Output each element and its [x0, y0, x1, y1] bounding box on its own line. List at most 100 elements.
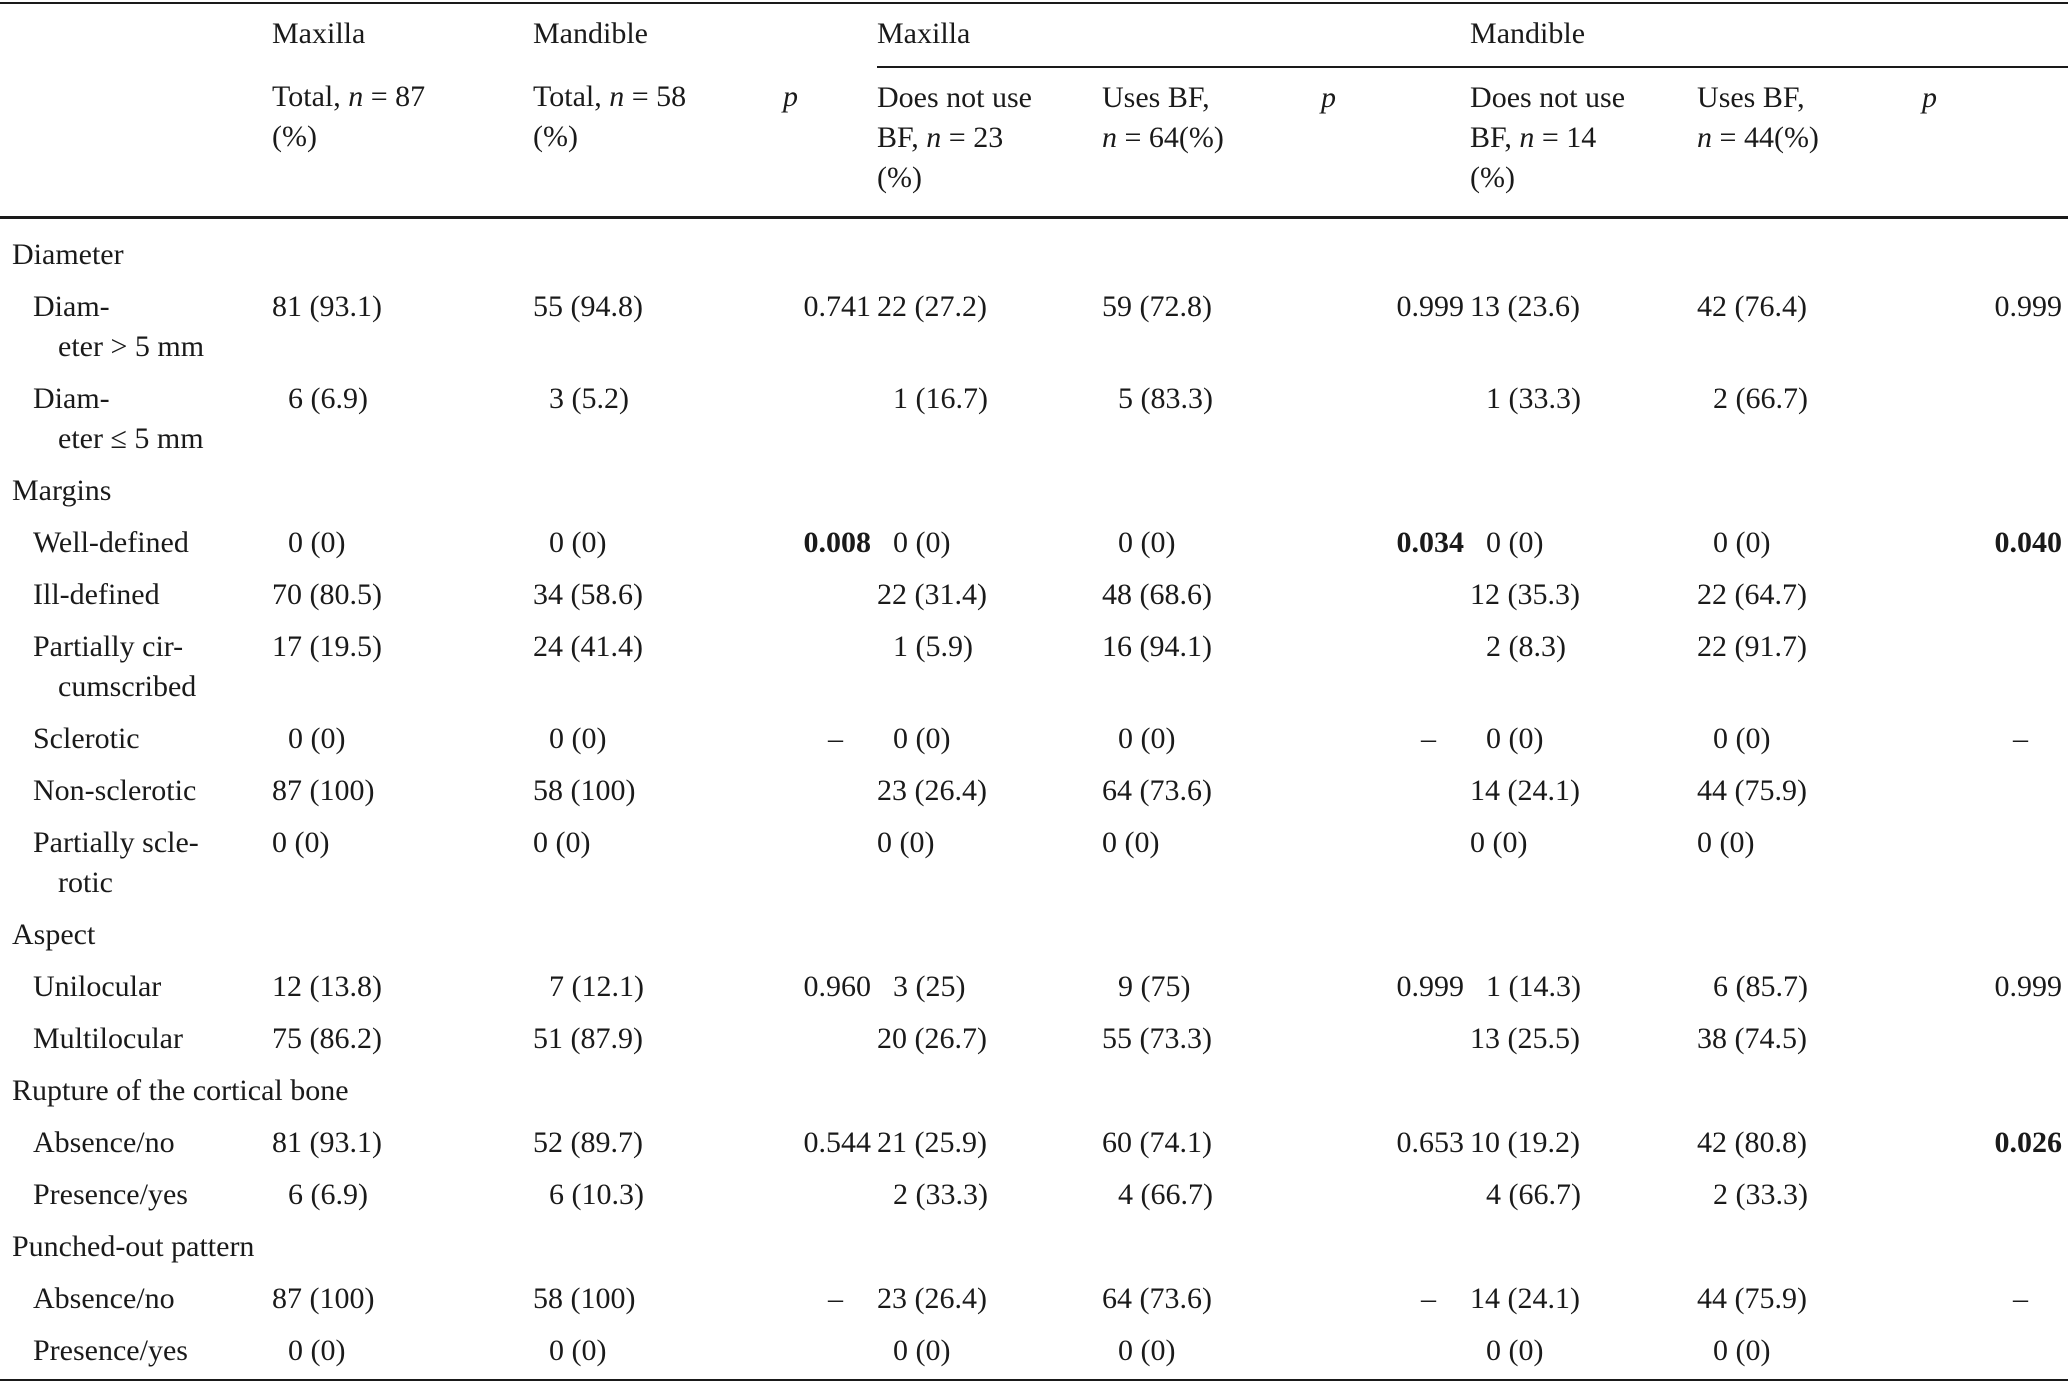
table-row: Multilocular 75 (86.2) 51 (87.9) 20 (26.7) 5…: [0, 1007, 2068, 1059]
col-p-mandible: p: [1902, 67, 2068, 219]
p-value-cell: –: [828, 1282, 843, 1315]
table-row: Ill-defined 70 (80.5) 34 (58.6) 22 (31.4) 48…: [0, 563, 2068, 615]
row-label: Diam-eter > 5 mm: [33, 290, 205, 363]
table-row: Absence/no 87 (100) 58 (100) – 23 (26.4) 64 (…: [0, 1267, 2068, 1319]
table-row: Partially scle-rotic 0 (0) 0 (0) 0 (0) 0 (0)…: [0, 811, 2068, 903]
row-label: Non-sclerotic: [33, 774, 197, 807]
data-cell: 55 (94.8): [533, 290, 643, 323]
data-cell: 20 (26.7): [877, 1022, 987, 1055]
header-maxilla: Maxilla: [272, 17, 366, 50]
data-cell: 0 (0): [1713, 722, 1771, 755]
data-cell: 21 (25.9): [877, 1126, 987, 1159]
row-label: Partially cir-cumscribed: [33, 630, 197, 703]
data-cell: 0 (0): [893, 526, 951, 559]
data-cell: 38 (74.5): [1697, 1022, 1808, 1055]
p-value-cell: [1902, 759, 2068, 811]
data-cell: 64 (73.6): [1102, 774, 1212, 807]
data-cell: 6 (6.9): [288, 1178, 368, 1211]
data-cell: 75 (86.2): [272, 1022, 382, 1055]
col-maxilla-bf: Uses BF, n = 64(%): [1102, 67, 1307, 219]
data-cell: 14 (24.1): [1470, 774, 1581, 807]
row-label: Presence/yes: [0, 1319, 272, 1381]
p-value-cell: [1307, 759, 1470, 811]
data-cell: 0 (0): [1697, 826, 1755, 859]
data-cell: 22 (31.4): [877, 578, 987, 611]
table-row: Sclerotic 0 (0) 0 (0) – 0 (0) 0 (0) – 0 (0) 0 (0…: [0, 707, 2068, 759]
col-p-total: p: [767, 67, 877, 219]
data-cell: 0 (0): [877, 1319, 1102, 1381]
p-value-cell: [1902, 1319, 2068, 1381]
data-cell: 7 (12.1): [549, 970, 644, 1003]
data-cell: 13 (25.5): [1470, 1022, 1581, 1055]
row-label: Absence/no: [33, 1282, 175, 1315]
p-value-cell: [1307, 811, 1470, 903]
p-value-cell: –: [828, 722, 843, 755]
section-label: Diameter: [12, 238, 124, 271]
p-value-cell: 0.741: [803, 290, 872, 323]
data-cell: 5 (83.3): [1118, 382, 1213, 415]
p-value-cell: [767, 367, 877, 459]
table-row: Well-defined 0 (0) 0 (0) 0.008 0 (0) 0 (0) 0.0…: [0, 511, 2068, 563]
section-row: Punched-out pattern: [0, 1215, 2068, 1267]
data-cell: 4 (66.7): [1486, 1178, 1582, 1211]
data-cell: 0 (0): [877, 826, 935, 859]
col-mandible-bf: Uses BF, n = 44(%): [1697, 67, 1903, 219]
data-cell: 1 (14.3): [1486, 970, 1582, 1003]
section-row: Margins: [0, 459, 2068, 511]
header-mandible-group: Mandible: [1470, 3, 2068, 68]
header-empty-cell: [0, 67, 272, 219]
data-cell: 10 (19.2): [1470, 1126, 1581, 1159]
p-value-cell: 0.960: [803, 970, 872, 1003]
p-value-cell: 0.999: [1396, 290, 1465, 323]
data-cell: 44 (75.9): [1697, 774, 1808, 807]
data-cell: 55 (73.3): [1102, 1022, 1212, 1055]
table-row: Absence/no 81 (93.1) 52 (89.7) 0.544 21 (25.…: [0, 1111, 2068, 1163]
data-cell: 0 (0): [1118, 722, 1176, 755]
data-cell: 3 (25): [893, 970, 966, 1003]
data-cell: 0 (0): [272, 826, 330, 859]
p-value-cell: 0.034: [1396, 526, 1465, 559]
data-cell: 42 (80.8): [1697, 1126, 1808, 1159]
data-cell: 59 (72.8): [1102, 290, 1212, 323]
row-label: Ill-defined: [33, 578, 160, 611]
p-value-cell: [1902, 811, 2068, 903]
data-cell: 13 (23.6): [1470, 290, 1581, 323]
p-value-cell: 0.999: [1994, 970, 2063, 1003]
row-label: Partially scle-rotic: [33, 826, 199, 899]
header-empty-cell: [767, 3, 877, 67]
data-cell: 0 (0): [533, 826, 591, 859]
data-cell: 16 (94.1): [1102, 630, 1212, 663]
data-cell: 0 (0): [1486, 526, 1544, 559]
data-cell: 0 (0): [288, 526, 346, 559]
p-value-cell: [1902, 367, 2068, 459]
col-p-maxilla: p: [1307, 67, 1471, 219]
header-column-row: Total, n = 87 (%) Total, n = 58 (%) p Does…: [0, 67, 2068, 219]
data-cell: 4 (66.7): [1118, 1178, 1213, 1211]
data-cell: 1 (16.7): [893, 382, 988, 415]
data-cell: 0 (0): [549, 526, 607, 559]
section-label: Punched-out pattern: [12, 1230, 255, 1263]
data-cell: 87 (100): [272, 1282, 375, 1315]
data-cell: 52 (89.7): [533, 1126, 643, 1159]
data-cell: 6 (10.3): [549, 1178, 644, 1211]
data-cell: 44 (75.9): [1697, 1282, 1808, 1315]
p-value-cell: [1307, 615, 1470, 707]
p-value-cell: 0.999: [1396, 970, 1465, 1003]
data-cell: 22 (91.7): [1697, 630, 1808, 663]
p-value-cell: –: [1421, 722, 1437, 755]
data-cell: 1 (33.3): [1486, 382, 1582, 415]
data-cell: 0 (0): [1118, 526, 1176, 559]
p-value-cell: [1902, 615, 2068, 707]
data-cell: 0 (0): [1470, 1319, 1698, 1381]
p-value-cell: 0.040: [1994, 526, 2063, 559]
data-cell: 2 (66.7): [1713, 382, 1809, 415]
data-cell: 58 (100): [533, 1282, 636, 1315]
data-cell: 0 (0): [549, 722, 607, 755]
p-value-cell: [767, 759, 877, 811]
data-cell: 23 (26.4): [877, 774, 987, 807]
data-cell: 9 (75): [1118, 970, 1191, 1003]
data-cell: 87 (100): [272, 774, 375, 807]
data-cell: 22 (27.2): [877, 290, 987, 323]
data-cell: 24 (41.4): [533, 630, 643, 663]
